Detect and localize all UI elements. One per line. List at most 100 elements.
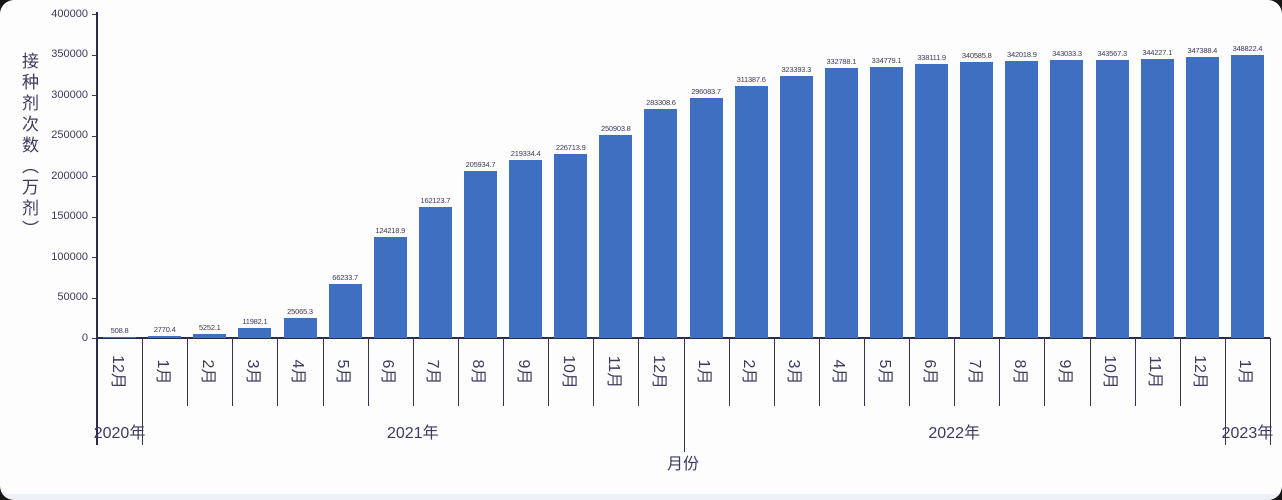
bar-18 [915, 64, 949, 338]
x-tick-month-label: 11月 [1146, 355, 1164, 389]
bar-value-label: 347388.4 [1187, 45, 1218, 55]
bar-21 [1050, 60, 1084, 338]
month-separator [412, 338, 414, 406]
bar-value-label: 226713.9 [555, 143, 586, 153]
x-tick-month-label: 3月 [785, 359, 803, 385]
y-tick-mark [92, 216, 97, 218]
bar-value-label: 219334.4 [510, 149, 541, 159]
month-separator [232, 338, 234, 406]
month-separator [187, 338, 189, 406]
month-separator [638, 338, 640, 406]
y-tick-mark [92, 54, 97, 56]
bar-value-label: 508.8 [110, 326, 129, 335]
x-tick-month-label: 12月 [108, 355, 126, 389]
bar-value-label: 124218.9 [375, 226, 406, 236]
month-separator [277, 338, 279, 406]
y-axis-title: 接种剂次数（万剂） [19, 52, 38, 241]
bar-value-label: 11982.1 [242, 317, 268, 327]
bar-9 [509, 160, 543, 338]
bar-11 [599, 134, 633, 338]
month-separator [728, 338, 730, 406]
y-tick-label: 300000 [51, 88, 88, 101]
month-separator [457, 338, 459, 406]
x-tick-month-label: 3月 [243, 359, 261, 385]
month-separator [818, 338, 820, 406]
bar-10 [554, 154, 588, 338]
x-tick-month-label: 2月 [198, 359, 216, 385]
month-separator [593, 338, 595, 406]
month-separator [548, 338, 550, 406]
bar-value-label: 296083.7 [691, 87, 721, 97]
x-tick-month-label: 7月 [424, 359, 442, 385]
x-tick-month-label: 9月 [514, 359, 532, 385]
x-year-label: 2022年 [928, 425, 980, 442]
bar-6 [373, 237, 407, 338]
month-separator [1044, 338, 1046, 406]
bar-13 [689, 98, 723, 338]
year-separator [142, 338, 144, 445]
bar-0 [103, 337, 137, 338]
month-separator [1179, 338, 1181, 406]
month-separator [954, 338, 956, 406]
y-tick-mark [92, 176, 97, 177]
bar-20 [1005, 60, 1039, 338]
bar-17 [870, 66, 904, 338]
bar-23 [1140, 59, 1174, 338]
bar-14 [734, 85, 768, 338]
bar-value-label: 342018.9 [1007, 49, 1037, 59]
x-tick-month-label: 10月 [1101, 355, 1119, 389]
year-separator [1270, 338, 1271, 445]
x-tick-month-label: 8月 [1010, 359, 1028, 385]
bar-value-label: 343033.3 [1052, 49, 1082, 59]
bar-value-label: 283308.6 [646, 97, 676, 107]
y-tick-label: 350000 [51, 48, 88, 60]
x-tick-month-label: 12月 [1191, 355, 1209, 389]
bar-value-label: 205934.7 [465, 160, 496, 170]
year-separator [1224, 338, 1226, 445]
month-separator [367, 338, 369, 406]
x-tick-month-label: 1月 [1236, 359, 1254, 385]
x-tick-month-label: 2月 [740, 359, 758, 385]
x-year-label: 2020年 [93, 425, 146, 442]
year-separator [683, 338, 685, 445]
x-year-label: 2021年 [386, 425, 439, 442]
x-tick-month-label: 1月 [695, 359, 713, 385]
x-tick-month-label: 9月 [1055, 359, 1073, 385]
bar-15 [779, 76, 813, 338]
x-tick-month-label: 6月 [379, 359, 397, 385]
y-tick-mark [92, 14, 97, 15]
bar-24 [1185, 56, 1219, 338]
y-tick-label: 0 [81, 331, 88, 344]
x-tick-month-label: 6月 [920, 359, 938, 385]
bar-3 [238, 328, 272, 338]
x-tick-month-label: 7月 [965, 359, 983, 385]
bar-12 [644, 108, 678, 338]
bar-value-label: 340585.8 [961, 51, 992, 61]
y-axis-line [96, 12, 98, 445]
y-tick-label: 400000 [51, 7, 88, 20]
month-separator [773, 338, 775, 406]
bar-value-label: 5252.1 [198, 322, 221, 332]
x-tick-month-label: 4月 [830, 359, 848, 385]
month-separator [999, 338, 1001, 406]
bar-1 [148, 335, 182, 338]
y-tick-label: 200000 [51, 169, 88, 182]
bar-7 [418, 206, 452, 338]
x-year-label: 2023年 [1221, 425, 1274, 442]
x-tick-month-label: 10月 [559, 355, 577, 389]
month-separator [322, 338, 324, 406]
y-tick-label: 150000 [51, 210, 88, 222]
y-tick-mark [92, 95, 97, 96]
x-tick-month-label: 12月 [649, 355, 667, 389]
bar-4 [283, 317, 317, 338]
month-separator [1134, 338, 1136, 406]
bar-22 [1095, 59, 1129, 338]
x-tick-month-label: 11月 [604, 355, 622, 389]
y-tick-label: 100000 [51, 250, 88, 263]
bar-value-label: 25065.3 [287, 306, 313, 316]
bar-value-label: 334779.1 [871, 55, 902, 65]
bar-value-label: 250903.8 [600, 123, 631, 133]
bottom-strip [0, 494, 1282, 500]
x-tick-month-label: 1月 [153, 359, 171, 385]
